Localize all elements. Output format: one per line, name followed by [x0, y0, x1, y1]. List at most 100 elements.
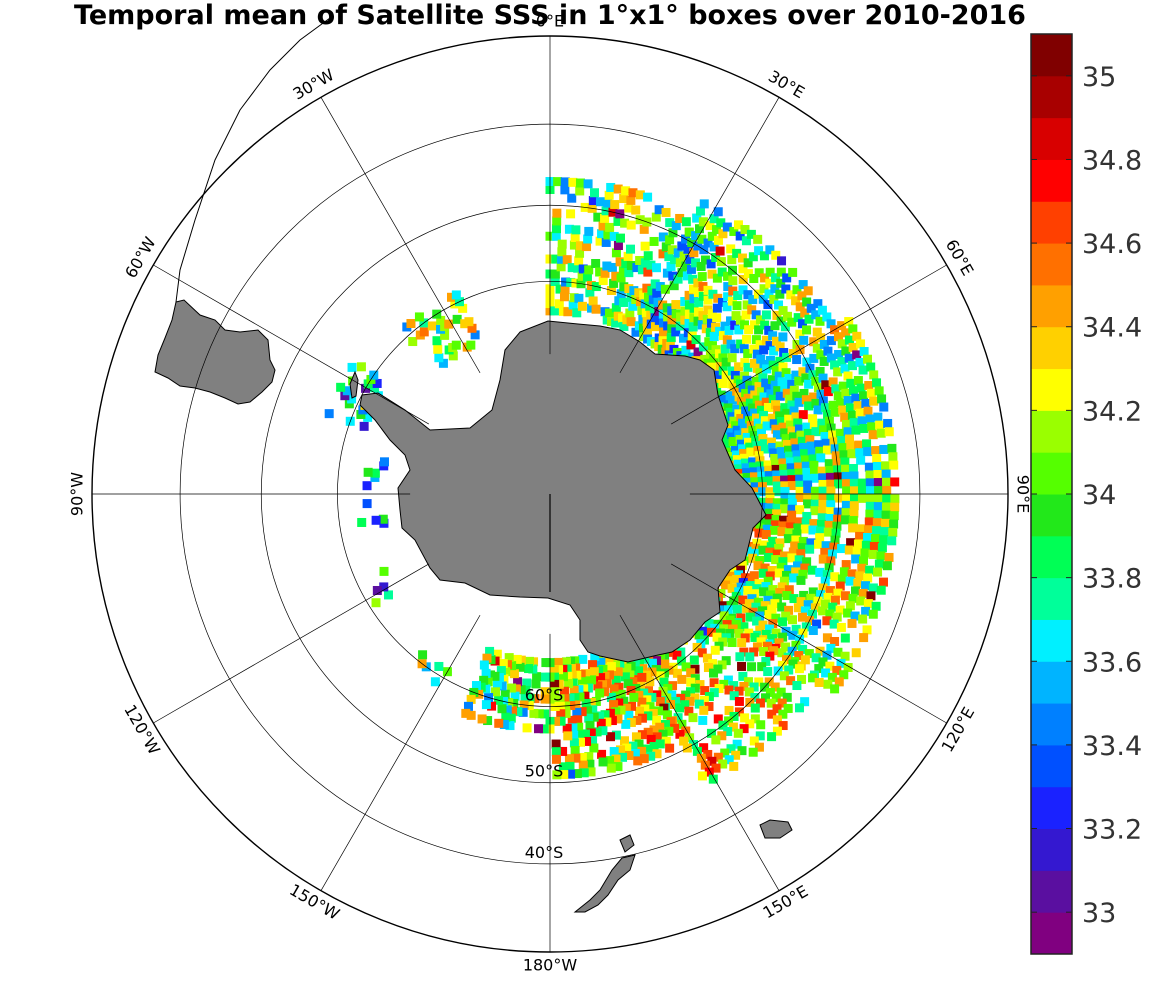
sss-cell	[584, 713, 594, 723]
sss-cell	[601, 237, 611, 247]
sss-cell	[622, 743, 632, 753]
sss-cell	[642, 695, 652, 705]
sss-cell	[593, 212, 603, 222]
longitude-label: 60°W	[121, 233, 160, 281]
sss-cell	[793, 313, 803, 323]
sss-cell	[764, 514, 774, 524]
sss-cell	[888, 452, 898, 462]
sss-cell	[698, 715, 708, 725]
sss-cell	[723, 726, 733, 736]
sss-cell	[694, 297, 704, 307]
sss-cell	[726, 244, 736, 254]
sss-cell	[709, 332, 719, 342]
sss-cell	[754, 246, 764, 256]
sss-cell	[833, 332, 843, 342]
sss-cell	[780, 383, 790, 393]
sss-cell	[822, 312, 832, 322]
sss-cell	[671, 327, 681, 337]
sss-cell	[802, 557, 812, 567]
sss-cell	[575, 248, 585, 258]
sss-cell	[748, 747, 758, 757]
sss-cell	[647, 692, 657, 702]
sss-cell	[689, 294, 699, 304]
sss-cell	[712, 370, 722, 380]
sss-cell	[863, 447, 873, 457]
sss-cell	[791, 370, 801, 380]
sss-cell	[840, 633, 850, 643]
sss-cell	[780, 481, 790, 491]
sss-cell	[534, 709, 544, 719]
sss-cell	[788, 615, 798, 625]
sss-cell	[769, 419, 779, 429]
sss-cell	[676, 693, 686, 703]
sss-cell	[876, 428, 886, 438]
sss-cell	[745, 719, 755, 729]
sss-cell	[770, 400, 780, 410]
sss-cell	[826, 643, 836, 653]
meridian-line	[619, 614, 780, 891]
sss-cell	[628, 741, 638, 751]
colorbar-segment	[1031, 410, 1072, 453]
sss-cell	[808, 587, 818, 597]
sss-cell	[788, 492, 798, 502]
colorbar-tick-label: 34.4	[1082, 313, 1142, 344]
sss-cell	[849, 471, 859, 481]
sss-cell	[589, 188, 599, 198]
sss-cell	[784, 528, 794, 538]
sss-cell	[846, 538, 856, 548]
sss-cell	[844, 545, 854, 555]
sss-cell	[706, 362, 716, 372]
sss-cell	[703, 285, 713, 295]
sss-cell	[712, 225, 722, 235]
sss-cell	[838, 381, 848, 391]
sss-cell	[740, 633, 750, 643]
sss-cell	[746, 229, 756, 239]
sss-cell	[815, 366, 825, 376]
sss-cell	[734, 325, 744, 335]
sss-cell	[765, 476, 775, 486]
sss-cell	[675, 729, 685, 739]
sss-cell	[772, 476, 782, 486]
sss-cell	[810, 473, 820, 483]
sss-cell	[830, 572, 840, 582]
sss-cell	[779, 576, 789, 586]
sss-cell	[568, 678, 578, 688]
sss-cell	[577, 301, 587, 311]
sss-cell	[347, 394, 357, 404]
sss-cell	[810, 499, 820, 509]
sss-cell	[748, 295, 758, 305]
sss-cell	[781, 434, 791, 444]
sss-cell	[780, 492, 790, 502]
sss-cell	[751, 413, 761, 423]
sss-cell	[794, 424, 804, 434]
sss-cell	[572, 308, 582, 318]
sss-cell	[684, 706, 694, 716]
sss-cell	[585, 721, 595, 731]
sss-cell	[359, 421, 369, 431]
sss-cell	[811, 310, 821, 320]
sss-cell	[721, 357, 731, 367]
sss-cell	[828, 377, 838, 387]
sss-cell	[726, 744, 736, 754]
sss-cell	[767, 566, 777, 576]
sss-cell	[739, 449, 749, 459]
sss-cell	[583, 179, 593, 189]
colorbar-segment	[1031, 75, 1072, 119]
sss-cell	[873, 502, 883, 512]
sss-cell	[619, 321, 629, 331]
sss-cell	[466, 710, 476, 720]
sss-cell	[499, 674, 509, 684]
sss-cell	[432, 336, 442, 346]
sss-cell	[648, 295, 658, 305]
sss-cell	[621, 719, 631, 729]
sss-cell	[868, 430, 878, 440]
sss-cell	[824, 459, 834, 469]
sss-cell	[508, 706, 518, 716]
sss-cell	[681, 690, 691, 700]
sss-cell	[685, 687, 695, 697]
sss-cell	[808, 525, 818, 535]
sss-cell	[780, 504, 790, 514]
sss-cell	[379, 582, 389, 592]
sss-cell	[642, 283, 652, 293]
sss-cell	[777, 256, 787, 266]
